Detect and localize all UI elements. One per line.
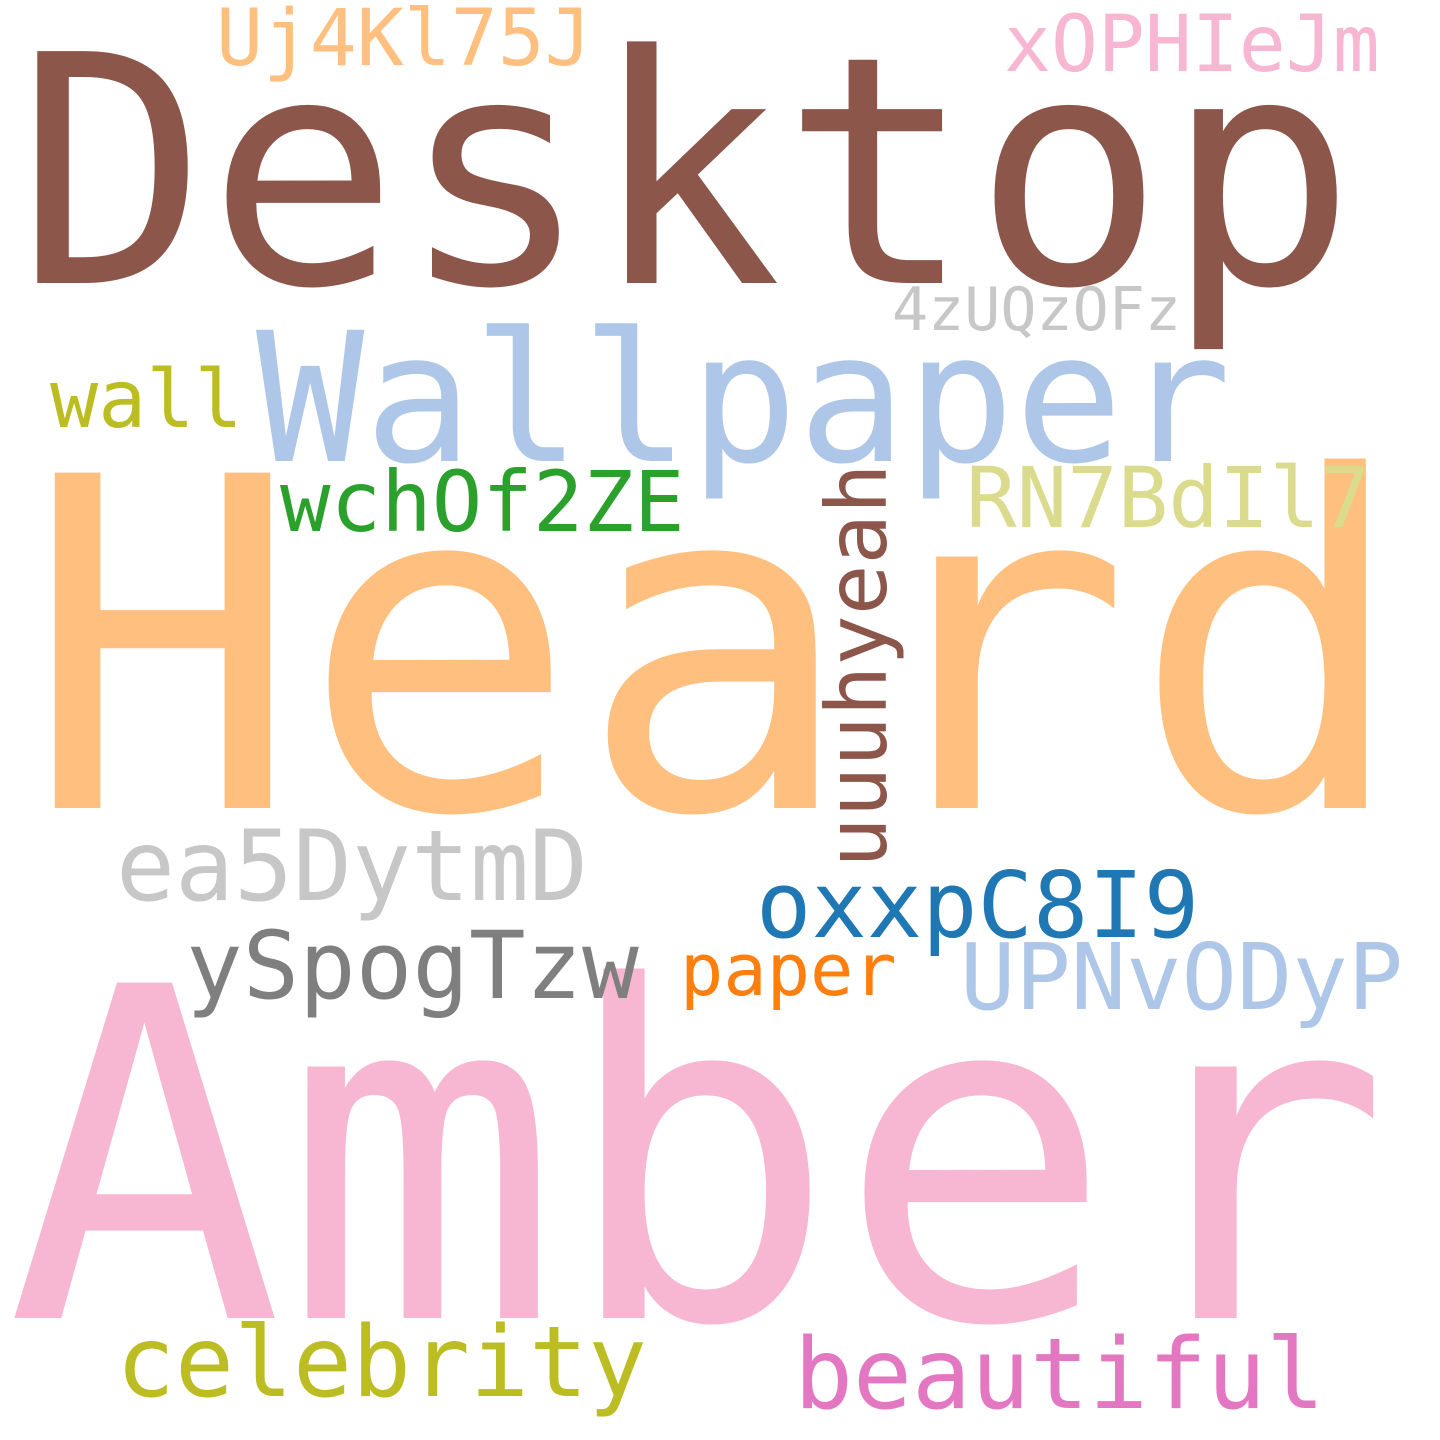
word-wch0f2ze: wchOf2ZE	[280, 453, 685, 551]
word-oxxpc8i9: oxxpC8I9	[756, 852, 1200, 959]
word-yspogtzw: ySpogTzw	[186, 912, 639, 1021]
word-heard: Heard	[24, 382, 1409, 917]
word-paper: paper	[680, 928, 897, 1012]
word-desktop: Desktop	[16, 0, 1357, 358]
word-xophiejm: xOPHIeJm	[1004, 0, 1380, 90]
word-ea5dytmd: ea5DytmD	[116, 810, 589, 924]
word-rn7bdil7: RN7BdIl7	[966, 449, 1371, 547]
word-celebrity: celebrity	[116, 1306, 648, 1420]
word-wallpaper: Wallpaper	[256, 295, 1232, 504]
word-uj4kl75j: Uj4Kl75J	[216, 0, 592, 84]
word-4zuqzofz: 4zUQzOFz	[892, 275, 1181, 345]
word-uuuhyeah: uuuhyeah	[808, 463, 906, 868]
word-beautiful: beautiful	[794, 1318, 1326, 1432]
word-wall: wall	[50, 353, 243, 446]
word-amber: Amber	[6, 892, 1391, 1427]
word-upnvodyp: UPNvODyP	[960, 924, 1404, 1031]
